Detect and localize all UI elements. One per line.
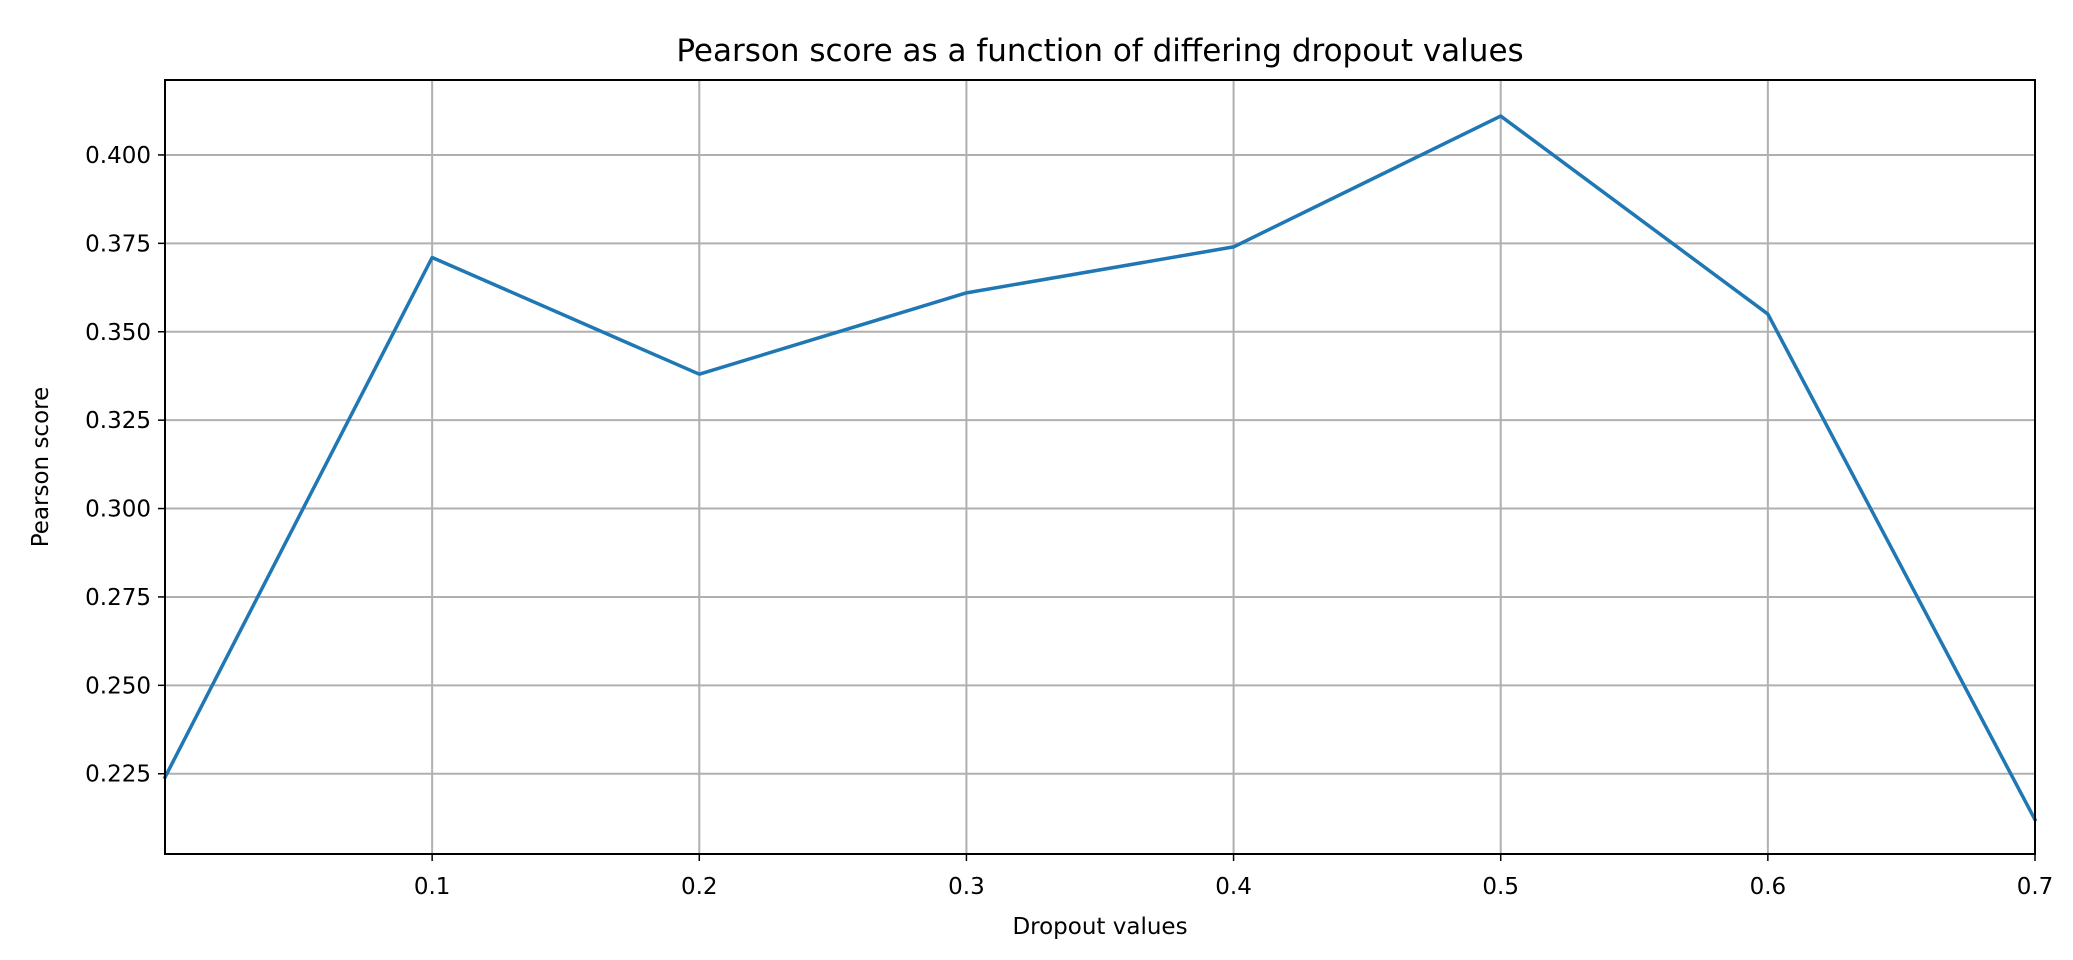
x-tick-label: 0.4 xyxy=(1215,874,1252,900)
x-tick-label: 0.1 xyxy=(414,874,451,900)
x-tick-label: 0.6 xyxy=(1750,874,1787,900)
grid-lines xyxy=(165,80,2036,854)
y-tick-label: 0.250 xyxy=(85,673,151,699)
y-tick-label: 0.275 xyxy=(85,585,151,611)
series-layer xyxy=(162,114,2038,823)
y-axis-label: Pearson score xyxy=(28,387,54,548)
y-tick-label: 0.300 xyxy=(85,497,151,523)
chart-title: Pearson score as a function of differing… xyxy=(676,33,1523,69)
x-axis-label: Dropout values xyxy=(1012,914,1187,940)
y-tick-label: 0.325 xyxy=(85,408,151,434)
y-tick-label: 0.400 xyxy=(85,143,151,169)
x-tick-label: 0.2 xyxy=(681,874,718,900)
plot-area-frame xyxy=(164,79,2036,855)
axis-ticks: 0.1 0.2 0.3 0.4 0.5 0.6 0.7 0.225 0.250 0.275 0.30… xyxy=(85,143,2053,900)
x-tick-label: 0.7 xyxy=(2017,874,2054,900)
x-tick-label: 0.5 xyxy=(1482,874,1519,900)
y-tick-label: 0.350 xyxy=(85,320,151,346)
series-line xyxy=(162,114,2038,823)
y-tick-label: 0.375 xyxy=(85,231,151,257)
y-tick-label: 0.225 xyxy=(85,762,151,788)
x-tick-label: 0.3 xyxy=(948,874,985,900)
